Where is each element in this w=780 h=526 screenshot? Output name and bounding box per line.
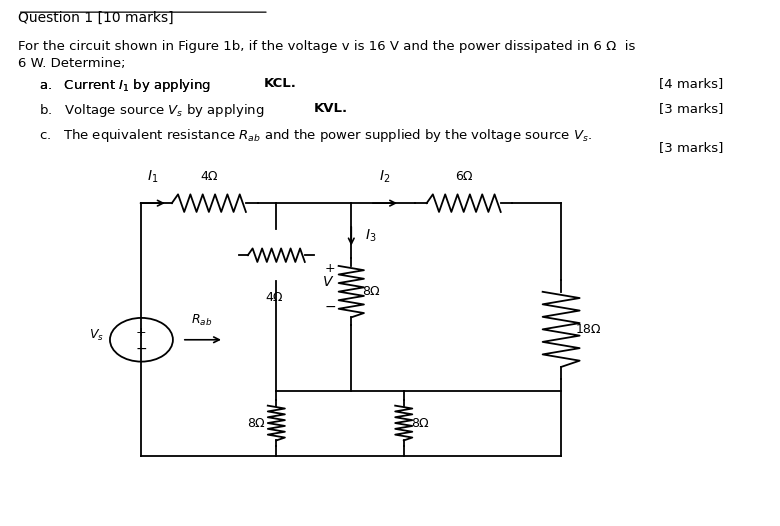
Text: [3 marks]: [3 marks] [658,102,723,115]
Text: KCL.: KCL. [264,77,296,89]
Text: 6 W. Determine;: 6 W. Determine; [18,57,126,70]
Text: For the circuit shown in Figure 1b, if the voltage v is 16 V and the power dissi: For the circuit shown in Figure 1b, if t… [18,41,635,53]
Text: a.   Current $I_1$ by applying: a. Current $I_1$ by applying [39,77,212,94]
Text: $I_3$: $I_3$ [365,228,376,245]
Text: [4 marks]: [4 marks] [658,77,723,89]
Text: 6Ω: 6Ω [455,170,473,184]
Text: KVL.: KVL. [314,102,348,115]
Text: −: − [136,342,147,356]
Text: 8Ω: 8Ω [411,417,429,430]
Text: +: + [325,262,335,275]
Text: Question 1 [10 marks]: Question 1 [10 marks] [18,11,173,25]
Text: a.   Current $I_1$ by applying: a. Current $I_1$ by applying [39,77,254,94]
Text: c.   The equivalent resistance $R_{ab}$ and the power supplied by the voltage so: c. The equivalent resistance $R_{ab}$ an… [39,127,592,144]
Text: 4Ω: 4Ω [200,170,218,184]
Text: 18Ω: 18Ω [576,323,601,336]
Text: b.   Voltage source $V_s$ by applying: b. Voltage source $V_s$ by applying [39,102,265,119]
Text: +: + [136,326,147,339]
Text: $I_1$: $I_1$ [147,168,158,185]
Text: V: V [323,275,332,289]
Text: 4Ω: 4Ω [265,290,283,304]
Text: $V_s$: $V_s$ [89,328,104,343]
Text: 8Ω: 8Ω [363,285,380,298]
Text: [3 marks]: [3 marks] [658,140,723,154]
Text: −: − [324,300,336,314]
Text: 8Ω: 8Ω [247,417,265,430]
Text: $I_2$: $I_2$ [379,168,391,185]
Text: $R_{ab}$: $R_{ab}$ [191,313,212,328]
